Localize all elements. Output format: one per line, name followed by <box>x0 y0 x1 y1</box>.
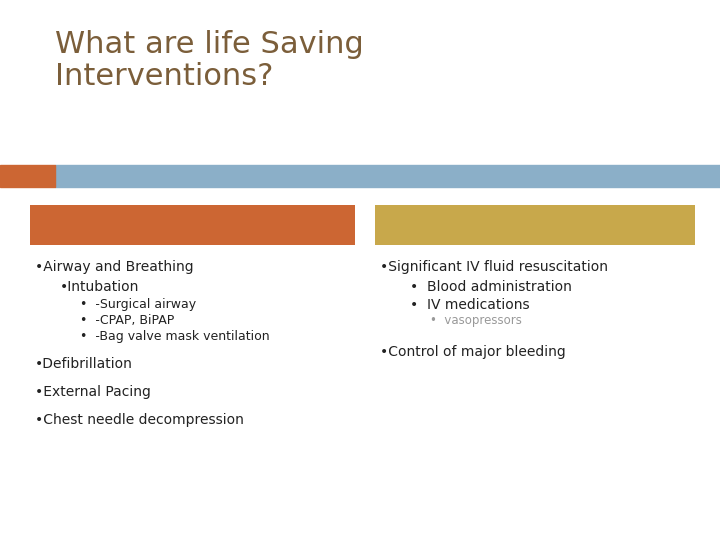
Text: •Control of major bleeding: •Control of major bleeding <box>380 345 566 359</box>
Text: •  Blood administration: • Blood administration <box>410 280 572 294</box>
Text: •Significant IV fluid resuscitation: •Significant IV fluid resuscitation <box>380 260 608 274</box>
Text: •  vasopressors: • vasopressors <box>430 314 522 327</box>
Text: Resuscitation: Resuscitation <box>45 217 161 232</box>
Text: •Defibrillation: •Defibrillation <box>35 357 133 371</box>
Bar <box>375 205 695 245</box>
Text: •External Pacing: •External Pacing <box>35 385 151 399</box>
Text: •  -CPAP, BiPAP: • -CPAP, BiPAP <box>80 314 174 327</box>
Text: •  IV medications: • IV medications <box>410 298 530 312</box>
Text: •Chest needle decompression: •Chest needle decompression <box>35 413 244 427</box>
Text: •Airway and Breathing: •Airway and Breathing <box>35 260 194 274</box>
Bar <box>30 205 355 245</box>
Text: •  -Bag valve mask ventilation: • -Bag valve mask ventilation <box>80 330 269 343</box>
Bar <box>0 165 55 187</box>
Text: Hemodynamics: Hemodynamics <box>390 217 521 232</box>
Bar <box>55 165 720 187</box>
Text: •Intubation: •Intubation <box>60 280 140 294</box>
Text: •  -Surgical airway: • -Surgical airway <box>80 298 196 311</box>
Text: What are life Saving
Interventions?: What are life Saving Interventions? <box>55 30 364 91</box>
